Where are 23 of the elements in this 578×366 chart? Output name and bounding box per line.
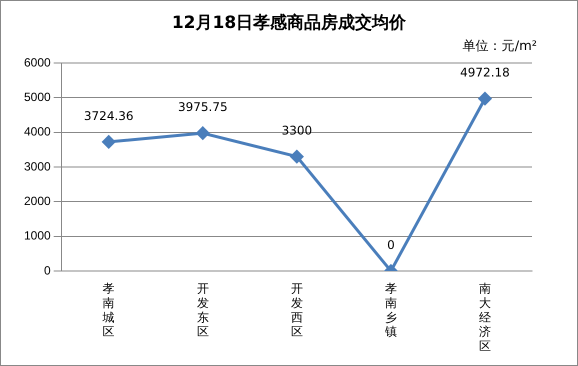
y-tick-label: 0 — [44, 263, 52, 278]
point — [290, 150, 304, 164]
chart-title: 12月18日孝感商品房成交均价 — [170, 12, 408, 34]
data-label: 3300 — [282, 124, 312, 138]
x-tick-label: 孝南乡镇 — [384, 282, 397, 339]
point — [102, 135, 116, 148]
data-label: 0 — [387, 238, 395, 252]
y-tick-label: 2000 — [24, 194, 52, 208]
data-label: 3975.75 — [178, 100, 228, 114]
y-tick-label: 4000 — [24, 124, 52, 139]
y-tick-label: 3000 — [24, 159, 52, 174]
y-tick-label: 6000 — [24, 55, 52, 70]
x-tick-label: 孝南城区 — [102, 282, 115, 339]
y-tick-label: 5000 — [24, 90, 52, 104]
data-label: 3724.36 — [84, 108, 134, 123]
x-tick-label: 南大经济区 — [478, 282, 491, 354]
x-tick-label: 开发东区 — [196, 282, 209, 339]
point — [196, 126, 210, 140]
text: 单位：元/m² — [462, 38, 537, 55]
data-label: 4972.18 — [460, 66, 510, 80]
point — [478, 92, 492, 106]
y-tick-label: 1000 — [24, 228, 52, 243]
x-tick-label: 开发西区 — [290, 282, 303, 339]
